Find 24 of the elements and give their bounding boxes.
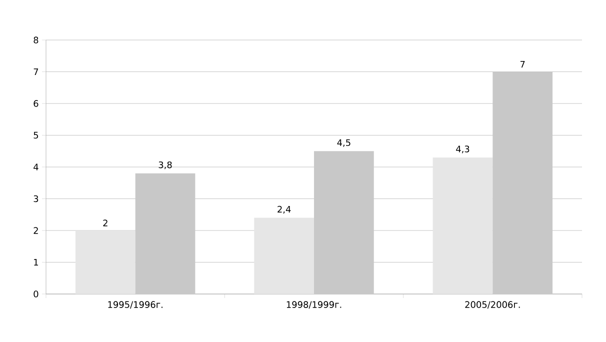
y-tick-label: 7 (34, 68, 38, 76)
x-tick-label: 2005/2006г. (465, 301, 520, 309)
x-tick-label: 1998/1999г. (286, 301, 342, 309)
bar (254, 218, 314, 294)
y-tick-label: 4 (34, 164, 38, 170)
y-tick-label: 6 (34, 100, 38, 107)
y-tick-label: 0 (34, 290, 38, 298)
y-tick-label: 2 (34, 227, 38, 234)
x-tick-label: 1995/1996г. (108, 301, 162, 309)
data-label: 2,4 (278, 206, 291, 214)
y-tick-label: 1 (34, 258, 38, 266)
data-label: 3,8 (158, 161, 172, 170)
y-tick-label: 3 (34, 195, 38, 202)
bar (314, 151, 374, 294)
y-tick-label: 8 (34, 36, 38, 44)
y-tick-label: 5 (34, 132, 38, 139)
bar (492, 72, 553, 294)
bar (135, 173, 196, 294)
data-label: 2 (103, 220, 108, 226)
data-label: 7 (520, 61, 525, 68)
data-label: 4,3 (456, 146, 470, 154)
bar (432, 157, 493, 294)
bar (75, 230, 136, 294)
data-label: 4,5 (337, 139, 350, 147)
